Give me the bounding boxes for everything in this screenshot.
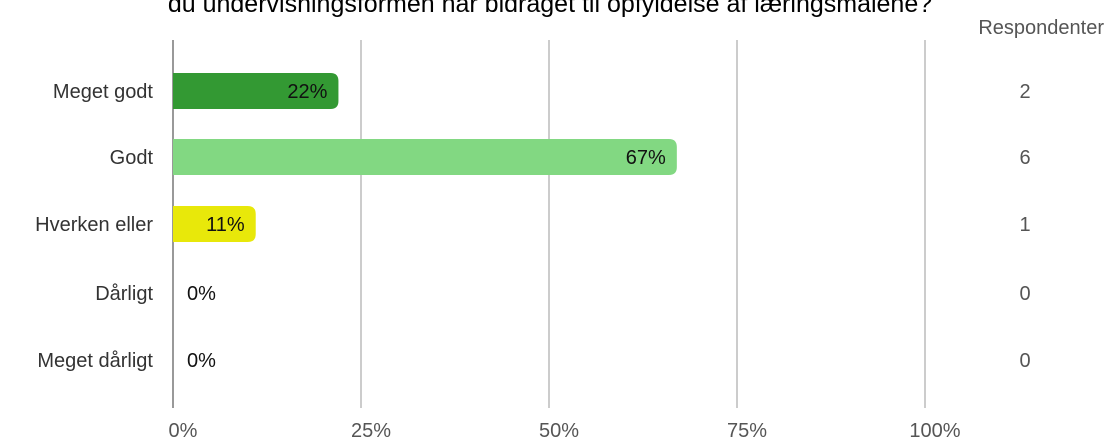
category-label: Godt: [110, 147, 154, 169]
data-label: 0%: [187, 283, 216, 305]
data-label: 11%: [206, 214, 245, 236]
bar: [173, 139, 677, 175]
respondent-count: 1: [1019, 214, 1030, 236]
x-tick-label: 75%: [727, 420, 767, 442]
respondent-count: 0: [1019, 350, 1030, 372]
data-label: 67%: [626, 147, 666, 169]
category-label: Meget godt: [53, 81, 154, 103]
respondent-count: 6: [1019, 147, 1030, 169]
label-layer: 0% 25% 50% 75% 100%Meget godt 222%Godt 667%Hve…: [35, 81, 1030, 442]
x-tick-label: 100%: [909, 420, 960, 442]
bar: [173, 73, 339, 109]
respondents-header: Respondenter: [978, 17, 1104, 39]
respondent-count: 2: [1019, 81, 1030, 103]
chart-title: du undervisningsformen har bidraget til …: [167, 0, 933, 18]
category-label: Meget dårligt: [37, 350, 153, 372]
x-tick-label: 0%: [169, 420, 198, 442]
category-label: Dårligt: [95, 283, 153, 305]
data-label: 0%: [187, 350, 216, 372]
bar-layer: [173, 73, 677, 242]
x-tick-label: 25%: [351, 420, 391, 442]
bar: [173, 206, 256, 242]
category-label: Hverken eller: [35, 214, 153, 236]
x-tick-label: 50%: [539, 420, 579, 442]
data-label: 22%: [287, 81, 327, 103]
respondent-count: 0: [1019, 283, 1030, 305]
